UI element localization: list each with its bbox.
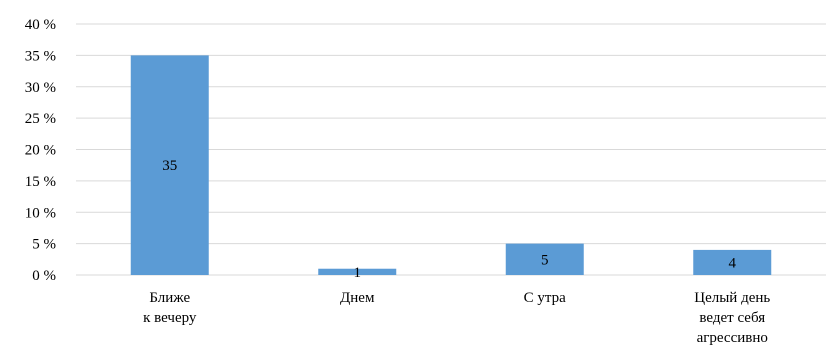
data-label: 1 [354,265,362,281]
y-tick-label: 5 % [32,237,56,253]
y-tick-label: 0 % [32,268,56,284]
y-tick-label: 10 % [25,205,56,221]
category-labels: Ближе к вечеру Днем С утра Целый день ведет с… [143,290,770,346]
bar [505,243,584,275]
bars [130,55,772,275]
y-tick-label: 35 % [25,48,56,64]
data-label: 5 [541,252,549,268]
category-label: Ближе к вечеру [143,290,197,326]
y-tick-label: 15 % [25,174,56,190]
bar [693,249,772,275]
y-tick-label: 25 % [25,111,56,127]
category-label: Днем [340,290,375,306]
y-axis-tick-labels: 0 % 5 % 10 % 15 % 20 % 25 % 30 % 35 % 40 % [25,17,56,284]
bar [318,268,397,275]
y-tick-label: 20 % [25,143,56,159]
data-label: 4 [729,255,737,271]
y-tick-label: 40 % [25,17,56,33]
bar [130,55,209,275]
y-tick-label: 30 % [25,80,56,96]
data-labels: 35 1 5 4 [162,158,736,281]
category-label: С утра [524,290,566,306]
category-label: Целый день ведет себя агрессивно [694,290,770,346]
data-label: 35 [162,158,177,174]
